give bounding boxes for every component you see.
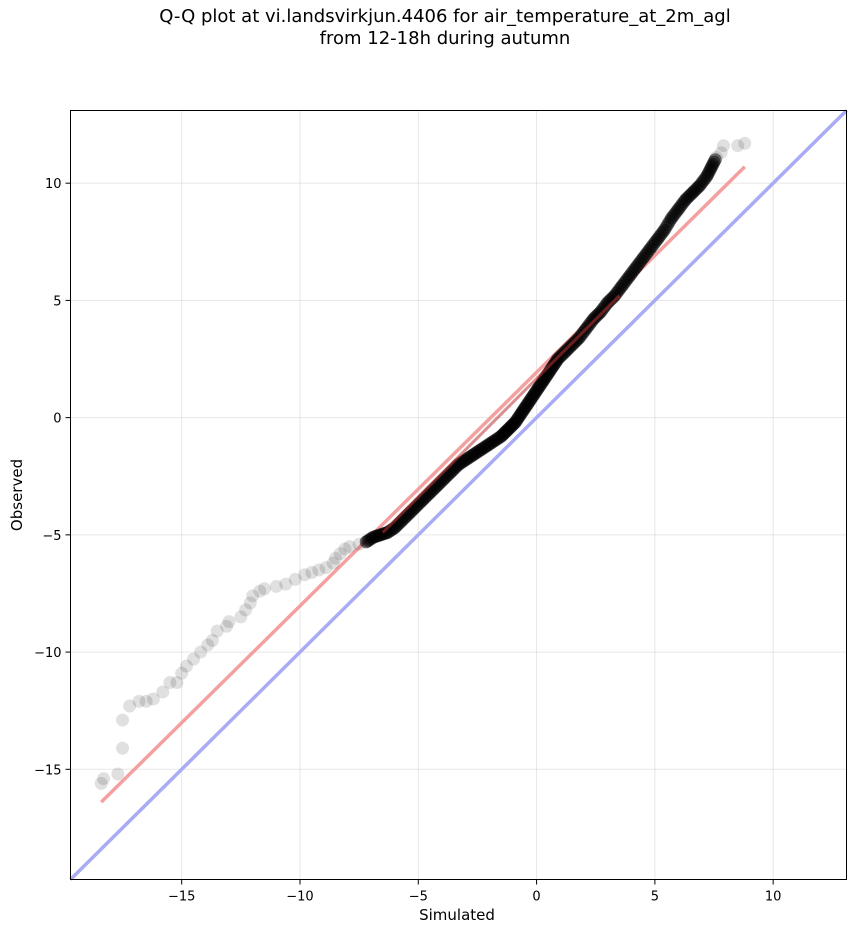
data-point xyxy=(163,676,177,690)
data-point xyxy=(170,676,184,690)
y-tick-label-5: 10 xyxy=(45,177,62,192)
data-point xyxy=(243,596,257,610)
y-axis-label: Observed xyxy=(8,459,26,531)
data-points xyxy=(94,136,752,790)
x-tick-label-5: 10 xyxy=(765,890,782,905)
data-point xyxy=(97,772,111,786)
data-point xyxy=(343,540,357,554)
x-axis-label: Simulated xyxy=(419,906,495,924)
chart-title-line2: from 12-18h during autumn xyxy=(319,28,571,49)
data-point xyxy=(111,767,125,781)
grid-lines xyxy=(70,110,847,880)
data-point xyxy=(298,568,312,582)
data-point xyxy=(716,139,730,153)
x-tick-label-0: −15 xyxy=(168,890,195,905)
data-point xyxy=(333,547,347,561)
data-point xyxy=(709,150,723,164)
chart-title-line1: Q-Q plot at vi.landsvirkjun.4406 for air… xyxy=(159,6,731,27)
data-point xyxy=(234,610,248,624)
data-point xyxy=(116,741,130,755)
data-point xyxy=(258,582,271,596)
data-point xyxy=(210,624,224,638)
data-point xyxy=(269,579,283,593)
data-point xyxy=(205,633,219,647)
y-tick-label-4: 5 xyxy=(53,294,61,309)
identity-line xyxy=(69,109,848,881)
data-point xyxy=(132,694,146,708)
y-tick-label-3: 0 xyxy=(53,412,61,427)
x-tick-label-4: 5 xyxy=(651,890,659,905)
data-point xyxy=(179,659,193,673)
data-point xyxy=(288,572,302,586)
data-point xyxy=(246,589,260,603)
data-point xyxy=(94,776,108,790)
data-point xyxy=(175,666,189,680)
data-point xyxy=(123,699,137,713)
reference-lines xyxy=(69,109,848,881)
y-tick-label-0: −15 xyxy=(34,763,61,778)
y-tick-label-1: −10 xyxy=(34,646,61,661)
data-point xyxy=(319,561,333,575)
data-point xyxy=(239,603,253,617)
data-point xyxy=(222,615,236,629)
data-point xyxy=(338,542,352,556)
x-tick-label-1: −10 xyxy=(286,890,313,905)
fit-line-overlay xyxy=(381,294,621,534)
data-point xyxy=(312,563,326,577)
data-point xyxy=(305,565,319,579)
data-point xyxy=(731,139,745,153)
data-point xyxy=(139,694,153,708)
data-point xyxy=(156,685,170,699)
data-point xyxy=(146,692,160,706)
y-tick-label-2: −5 xyxy=(42,529,61,544)
data-point xyxy=(253,584,267,598)
data-point xyxy=(714,146,728,160)
data-point xyxy=(220,619,234,633)
data-point xyxy=(279,577,293,591)
chart-title: Q-Q plot at vi.landsvirkjun.4406 for air… xyxy=(0,6,854,50)
data-point xyxy=(738,136,752,150)
x-tick-label-2: −5 xyxy=(409,890,428,905)
data-point xyxy=(328,551,342,565)
data-point xyxy=(708,153,722,167)
data-point xyxy=(194,645,208,659)
data-point xyxy=(116,713,130,727)
x-tick-label-3: 0 xyxy=(532,890,540,905)
plot-frame xyxy=(70,110,847,880)
axis-ticks: −15 −10 −5 0 5 10 −15 −10 −5 0 5 10 xyxy=(34,177,781,904)
data-point xyxy=(326,556,340,570)
data-point xyxy=(187,652,201,666)
data-point xyxy=(201,638,215,652)
